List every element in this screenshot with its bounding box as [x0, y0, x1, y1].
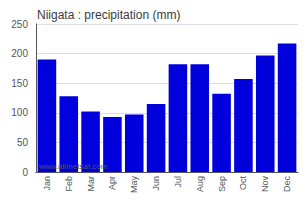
svg-text:May: May — [129, 176, 139, 194]
svg-text:www.allmetsat.com: www.allmetsat.com — [38, 162, 108, 171]
svg-text:250: 250 — [11, 19, 28, 30]
svg-text:200: 200 — [11, 48, 28, 59]
svg-text:Dec: Dec — [282, 176, 292, 193]
svg-text:100: 100 — [11, 107, 28, 118]
svg-text:Sep: Sep — [217, 176, 227, 192]
svg-text:Jan: Jan — [42, 176, 52, 191]
svg-text:Oct: Oct — [238, 176, 248, 191]
svg-text:Apr: Apr — [107, 176, 117, 190]
svg-text:Feb: Feb — [64, 176, 74, 192]
svg-text:Niigata : precipitation (mm): Niigata : precipitation (mm) — [37, 8, 180, 22]
svg-text:50: 50 — [17, 137, 29, 148]
svg-text:Mar: Mar — [86, 176, 96, 192]
svg-text:0: 0 — [22, 167, 28, 178]
svg-text:Jun: Jun — [151, 176, 161, 191]
svg-text:Jul: Jul — [173, 176, 183, 188]
svg-text:Nov: Nov — [260, 176, 270, 193]
svg-text:150: 150 — [11, 78, 28, 89]
svg-text:Aug: Aug — [195, 176, 205, 192]
